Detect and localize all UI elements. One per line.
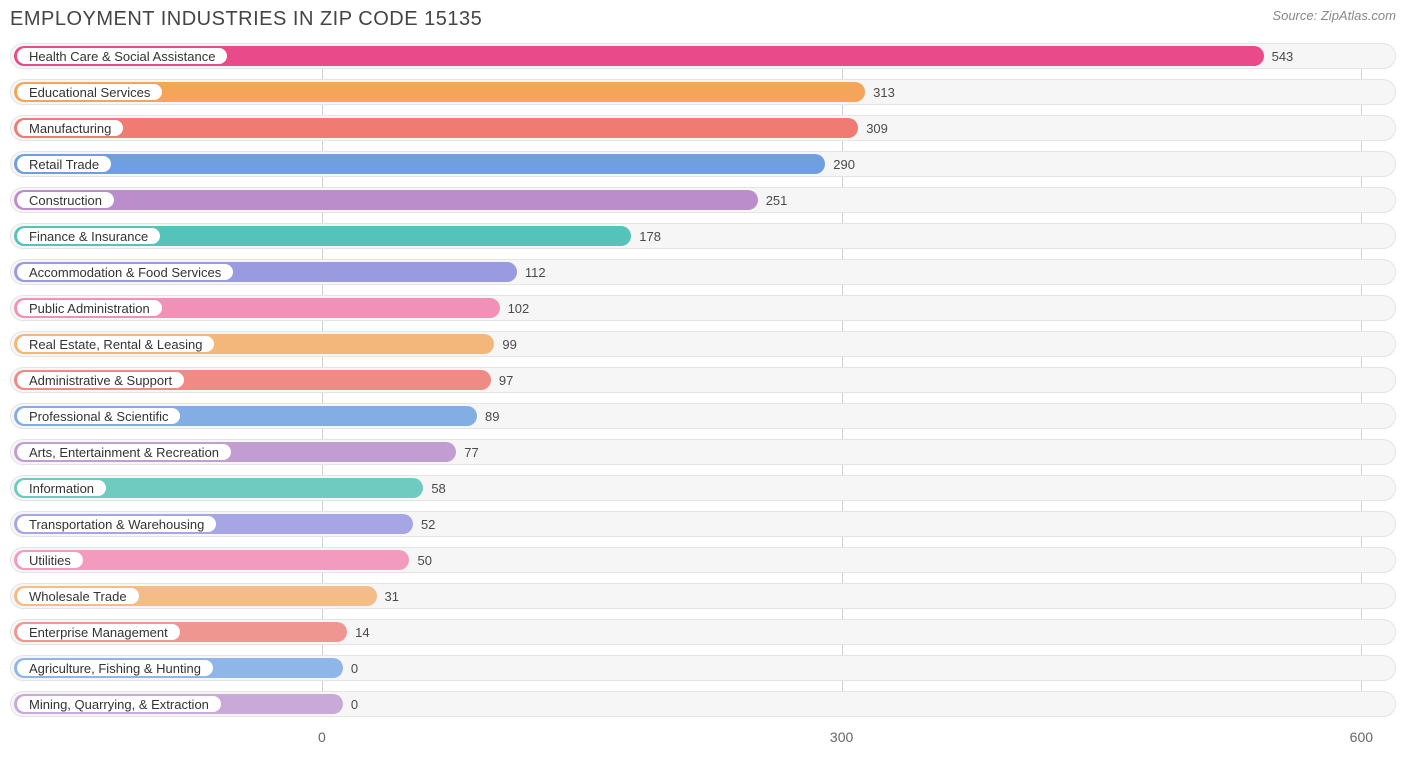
bar-track: Information 58 — [10, 475, 1396, 501]
source-label: Source: — [1272, 8, 1317, 23]
header-row: EMPLOYMENT INDUSTRIES IN ZIP CODE 15135 … — [10, 8, 1396, 31]
bar-track: Mining, Quarrying, & Extraction 0 — [10, 691, 1396, 717]
bar-label: Retail Trade — [17, 156, 111, 172]
bar-track: Transportation & Warehousing 52 — [10, 511, 1396, 537]
axis-tick: 300 — [830, 729, 853, 745]
bar-value: 543 — [1272, 44, 1294, 68]
bar-value: 102 — [508, 296, 530, 320]
bar-fill — [14, 190, 758, 210]
bar-value: 58 — [431, 476, 445, 500]
bar-track: Agriculture, Fishing & Hunting 0 — [10, 655, 1396, 681]
axis-tick: 600 — [1350, 729, 1373, 745]
bar-value: 14 — [355, 620, 369, 644]
bar-label: Enterprise Management — [17, 624, 180, 640]
bar-value: 251 — [766, 188, 788, 212]
bar-label: Administrative & Support — [17, 372, 184, 388]
bar-value: 50 — [417, 548, 431, 572]
bar-track: Health Care & Social Assistance 543 — [10, 43, 1396, 69]
bar-label: Real Estate, Rental & Leasing — [17, 336, 214, 352]
bar-label: Construction — [17, 192, 114, 208]
bar-track: Wholesale Trade 31 — [10, 583, 1396, 609]
bar-value: 89 — [485, 404, 499, 428]
bar-fill — [14, 118, 858, 138]
bar-label: Agriculture, Fishing & Hunting — [17, 660, 213, 676]
bar-label: Accommodation & Food Services — [17, 264, 233, 280]
bar-label: Finance & Insurance — [17, 228, 160, 244]
bar-value: 52 — [421, 512, 435, 536]
bar-track: Enterprise Management 14 — [10, 619, 1396, 645]
x-axis: 0 300 600 — [10, 727, 1396, 751]
bar-label: Public Administration — [17, 300, 162, 316]
bar-track: Public Administration 102 — [10, 295, 1396, 321]
bar-value: 178 — [639, 224, 661, 248]
bar-value: 309 — [866, 116, 888, 140]
bar-track: Real Estate, Rental & Leasing 99 — [10, 331, 1396, 357]
bar-label: Health Care & Social Assistance — [17, 48, 227, 64]
bar-value: 0 — [351, 656, 358, 680]
bar-label: Professional & Scientific — [17, 408, 180, 424]
bar-value: 0 — [351, 692, 358, 716]
source-value: ZipAtlas.com — [1321, 8, 1396, 23]
bar-track: Finance & Insurance 178 — [10, 223, 1396, 249]
chart-container: EMPLOYMENT INDUSTRIES IN ZIP CODE 15135 … — [0, 0, 1406, 751]
bar-value: 77 — [464, 440, 478, 464]
source-attribution: Source: ZipAtlas.com — [1272, 8, 1396, 23]
bar-track: Retail Trade 290 — [10, 151, 1396, 177]
bar-value: 31 — [385, 584, 399, 608]
bar-track: Utilities 50 — [10, 547, 1396, 573]
chart-area: Health Care & Social Assistance 543 Educat… — [10, 43, 1396, 751]
bar-label: Mining, Quarrying, & Extraction — [17, 696, 221, 712]
bar-track: Manufacturing 309 — [10, 115, 1396, 141]
bar-value: 97 — [499, 368, 513, 392]
bar-label: Information — [17, 480, 106, 496]
bar-value: 112 — [525, 260, 546, 284]
bar-track: Construction 251 — [10, 187, 1396, 213]
bar-track: Arts, Entertainment & Recreation 77 — [10, 439, 1396, 465]
bar-value: 313 — [873, 80, 895, 104]
bar-label: Educational Services — [17, 84, 162, 100]
axis-tick: 0 — [318, 729, 326, 745]
bar-track: Administrative & Support 97 — [10, 367, 1396, 393]
bar-value: 99 — [502, 332, 516, 356]
chart-title: EMPLOYMENT INDUSTRIES IN ZIP CODE 15135 — [10, 8, 482, 31]
bars-group: Health Care & Social Assistance 543 Educat… — [10, 43, 1396, 717]
bar-value: 290 — [833, 152, 855, 176]
bar-label: Arts, Entertainment & Recreation — [17, 444, 231, 460]
bar-label: Manufacturing — [17, 120, 123, 136]
bar-track: Accommodation & Food Services 112 — [10, 259, 1396, 285]
bar-label: Utilities — [17, 552, 83, 568]
bar-track: Educational Services 313 — [10, 79, 1396, 105]
bar-label: Transportation & Warehousing — [17, 516, 216, 532]
bar-fill — [14, 154, 825, 174]
bar-track: Professional & Scientific 89 — [10, 403, 1396, 429]
bar-label: Wholesale Trade — [17, 588, 139, 604]
